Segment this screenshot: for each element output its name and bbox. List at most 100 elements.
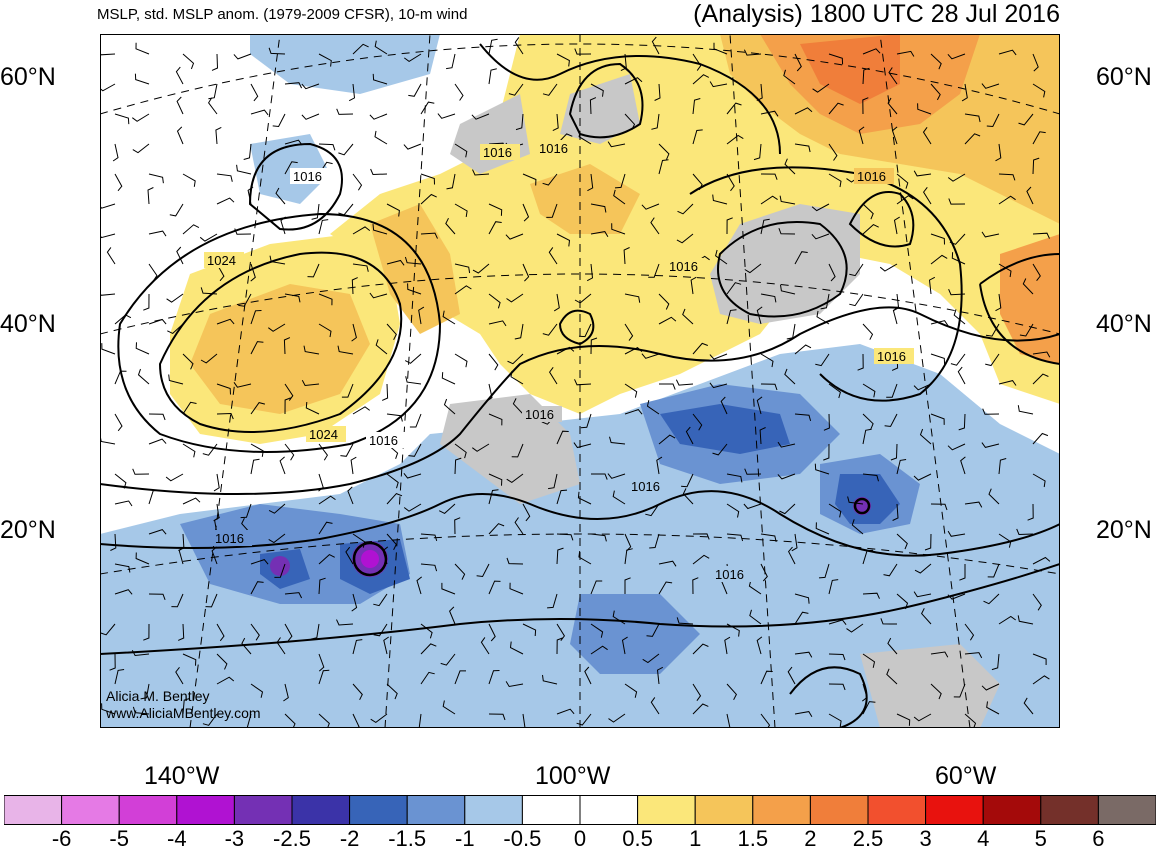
wind-barb <box>650 217 660 235</box>
wind-barb <box>216 173 233 182</box>
wind-barb <box>624 323 634 341</box>
wind-barb <box>828 263 836 282</box>
wind-barb <box>791 533 798 552</box>
wind-barb <box>284 161 298 175</box>
wind-barb <box>886 383 898 398</box>
wind-barb <box>510 370 524 385</box>
wind-barb <box>794 651 813 658</box>
wind-barb <box>590 83 604 97</box>
wind-barb <box>233 53 252 60</box>
wind-barb <box>620 53 627 72</box>
wind-barb <box>748 580 762 595</box>
wind-barb <box>114 314 132 325</box>
wind-barb <box>756 636 763 655</box>
colorbar-swatch <box>809 795 869 825</box>
isobars <box>100 43 1060 728</box>
wind-barb <box>176 126 184 145</box>
wind-barb <box>846 623 864 633</box>
colorbar-tick-label: 1 <box>689 826 702 851</box>
wind-barb <box>828 173 842 188</box>
wind-barb <box>1022 278 1034 295</box>
wind-barb <box>760 533 777 543</box>
wind-barb <box>369 292 388 299</box>
wind-barb <box>794 344 812 355</box>
wind-barb <box>862 653 876 668</box>
wind-barb <box>1027 503 1034 521</box>
wind-barb <box>418 306 425 325</box>
wind-barb <box>508 83 524 96</box>
wind-barb <box>216 623 225 642</box>
wind-barb <box>788 546 796 565</box>
wind-barb <box>135 342 150 355</box>
wind-barb <box>542 173 558 186</box>
wind-barb <box>998 263 1012 278</box>
wind-barb <box>624 548 633 565</box>
wind-barb <box>199 233 218 242</box>
wind-barb <box>114 500 133 507</box>
wind-barb <box>101 343 116 355</box>
wind-barb <box>168 374 184 385</box>
wind-barb <box>407 283 422 295</box>
wind-barb <box>148 489 160 505</box>
wind-barb <box>512 398 524 415</box>
wind-barb <box>114 413 123 432</box>
wind-barb <box>998 615 1016 625</box>
wind-barb <box>416 576 423 595</box>
wind-barb <box>947 593 966 600</box>
wind-barb <box>998 173 1016 181</box>
wind-barb <box>861 683 868 702</box>
wind-barb <box>609 436 626 445</box>
wind-barb <box>214 516 220 535</box>
lat-label-20-right: 20°N <box>1096 516 1152 544</box>
wind-barb <box>692 643 709 655</box>
wind-barb <box>488 221 502 235</box>
wind-barb <box>681 473 694 488</box>
wind-barb <box>760 563 768 582</box>
colorbar-swatch <box>867 795 927 825</box>
wind-barb <box>345 546 354 565</box>
colorbar <box>4 795 1156 825</box>
wind-barb <box>621 636 628 655</box>
wind-barb <box>914 563 932 574</box>
wind-barb <box>488 320 507 327</box>
wind-barb <box>922 186 932 205</box>
wind-barb <box>250 559 269 565</box>
colorbar-swatch <box>4 795 63 825</box>
wind-barb <box>148 413 166 421</box>
wind-barb <box>590 623 604 638</box>
wind-barb <box>522 503 531 522</box>
wind-barb <box>783 69 796 85</box>
wind-barb <box>472 169 490 176</box>
wind-barb <box>709 81 728 88</box>
wind-barb <box>949 233 966 245</box>
wind-barb <box>488 38 498 55</box>
wind-barb <box>454 353 468 368</box>
wind-barb <box>171 593 184 608</box>
colorbar-tick-label: 0.5 <box>622 826 653 851</box>
wind-barb <box>318 553 335 565</box>
colorbar-swatch <box>1040 795 1099 825</box>
wind-barb <box>794 611 809 625</box>
wind-barb <box>443 398 456 415</box>
colorbar-swatch <box>579 795 639 825</box>
wind-barb <box>488 580 501 595</box>
wind-barb <box>216 676 235 685</box>
wind-barb <box>318 53 332 67</box>
wind-barb <box>472 263 490 274</box>
wind-barb <box>624 293 641 303</box>
wind-barb <box>509 641 524 655</box>
wind-barb <box>182 53 195 70</box>
wind-barb <box>420 563 438 572</box>
wind-barb <box>658 159 669 175</box>
isobar-label-1016: 1016 <box>369 433 398 448</box>
wind-barb <box>645 503 660 517</box>
isobar-label-1016: 1016 <box>715 567 744 582</box>
mslp-anomaly-map: 1016 1016 1016 1024 1016 1016 1016 1024 … <box>100 34 1060 728</box>
wind-barb <box>780 284 796 295</box>
wind-barb <box>917 103 932 115</box>
wind-barb <box>726 102 742 115</box>
colorbar-tick-label: 4 <box>977 826 990 851</box>
wind-barb <box>981 231 1000 238</box>
wind-barb <box>472 443 490 452</box>
lat-label-20-left: 20°N <box>0 516 56 544</box>
